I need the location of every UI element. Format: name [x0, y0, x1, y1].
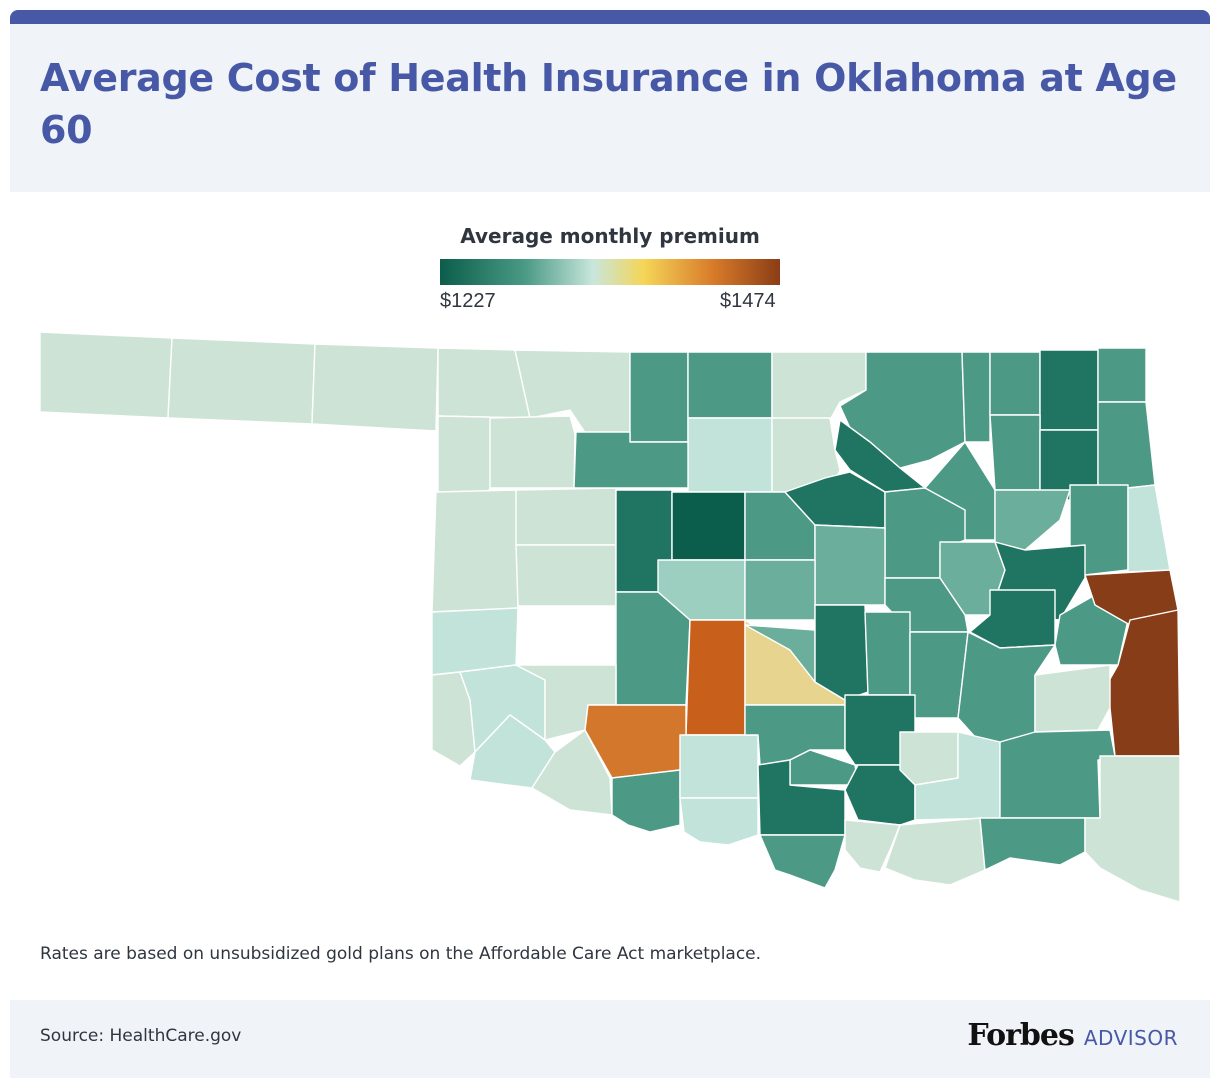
county-region [1084, 755, 1181, 903]
footer: Source: HealthCare.gov Forbes ADVISOR [10, 1000, 1210, 1078]
county-region [994, 489, 1071, 551]
brand-name: Forbes [967, 1018, 1074, 1053]
brand-subtitle: ADVISOR [1083, 1026, 1178, 1050]
county-region [814, 524, 886, 606]
legend-color-bar [440, 259, 780, 285]
county-region [531, 729, 613, 816]
county-region [979, 817, 1086, 871]
county-region [311, 343, 439, 432]
county-region [989, 414, 1041, 491]
source-label: Source: HealthCare.gov [40, 1026, 242, 1046]
county-region [1097, 401, 1156, 489]
county-region [884, 817, 986, 886]
county-region [1034, 664, 1111, 733]
county-region [431, 607, 519, 676]
county-region [687, 351, 773, 419]
county-region [864, 611, 911, 696]
county-region [573, 431, 689, 489]
county-region [1097, 609, 1181, 757]
brand-logo: Forbes ADVISOR [967, 1018, 1178, 1053]
county-region [515, 487, 617, 546]
county-region [489, 415, 576, 489]
county-region [1039, 349, 1099, 431]
county-region [685, 619, 746, 736]
oklahoma-county-map [39, 331, 1181, 903]
county-region [671, 491, 746, 561]
county-region [515, 544, 617, 607]
county-region [687, 417, 773, 493]
legend-max-label: $1474 [720, 290, 776, 312]
county-region [679, 734, 759, 799]
county-region [679, 797, 759, 846]
county-region [814, 604, 869, 701]
county-region [39, 331, 173, 419]
county-region [611, 769, 681, 833]
county-region [989, 351, 1041, 416]
legend-min-label: $1227 [440, 290, 496, 312]
county-region [431, 489, 519, 613]
header: Average Cost of Health Insurance in Okla… [10, 24, 1210, 192]
footnote: Rates are based on unsubsidized gold pla… [40, 944, 762, 964]
county-region [1097, 347, 1147, 403]
county-region [629, 351, 689, 443]
county-region [759, 834, 846, 889]
county-region [999, 729, 1116, 819]
county-region [744, 559, 816, 621]
county-region [899, 731, 959, 786]
county-region [167, 337, 316, 425]
page-title: Average Cost of Health Insurance in Okla… [40, 56, 1177, 152]
county-region [961, 351, 991, 443]
county-region [1127, 484, 1171, 573]
legend-title: Average monthly premium [460, 224, 760, 248]
